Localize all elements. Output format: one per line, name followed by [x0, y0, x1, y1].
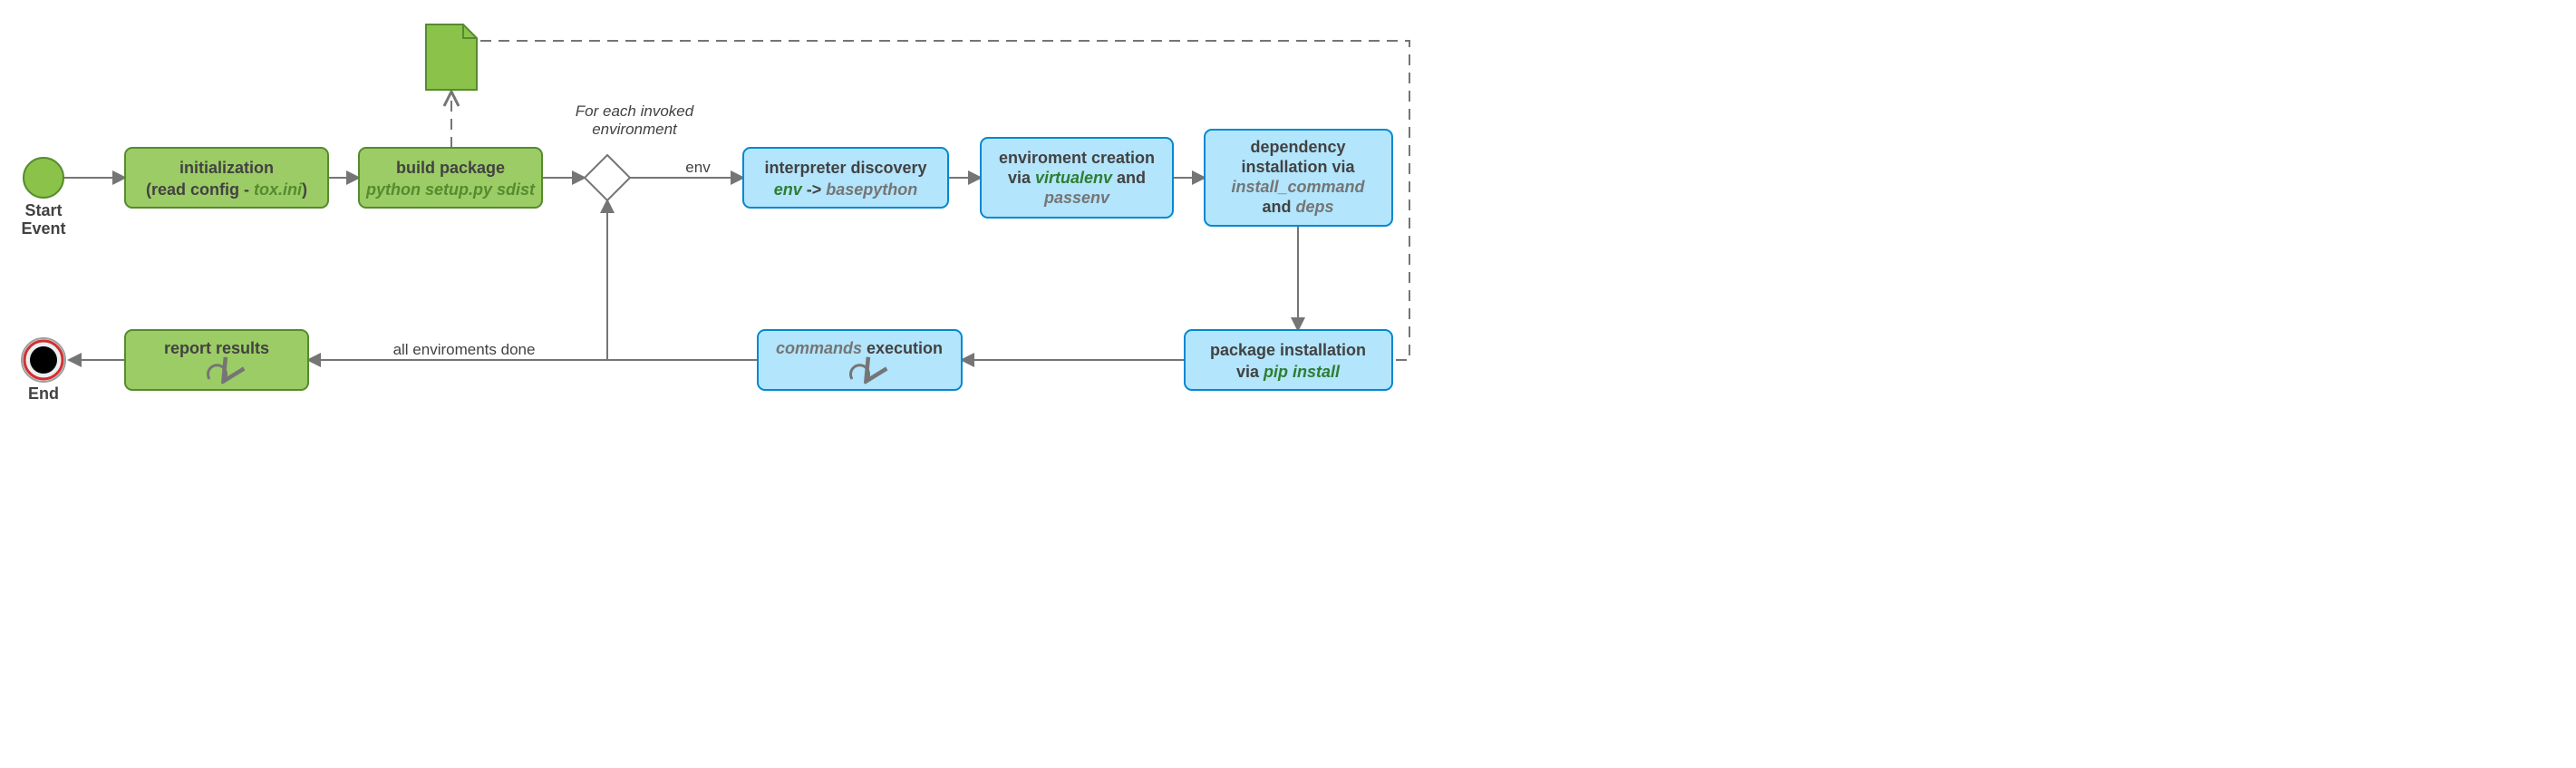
node-interp	[743, 148, 948, 208]
edge-cmds-gate	[607, 200, 758, 360]
start-event	[24, 158, 63, 198]
node-pkg-line1: package installation	[1210, 341, 1366, 359]
flowchart-diagram: Start Event End initialization (read con…	[0, 0, 1421, 423]
node-build	[359, 148, 542, 208]
gateway-label1: For each invoked	[576, 102, 694, 120]
end-event	[22, 338, 65, 382]
node-init-line1: initialization	[179, 159, 274, 177]
edge-label-done: all enviroments done	[393, 341, 536, 358]
node-interp-line1: interpreter discovery	[764, 159, 926, 177]
node-init	[125, 148, 328, 208]
node-build-line2: python setup.py sdist	[365, 180, 536, 199]
gateway-label2: environment	[592, 121, 678, 138]
node-pkg-line2: via pip install	[1236, 363, 1341, 381]
end-label: End	[28, 384, 59, 403]
node-envcr-line2: via virtualenv and	[1008, 169, 1146, 187]
node-envcr-line1: enviroment creation	[999, 149, 1155, 167]
node-build-line1: build package	[396, 159, 505, 177]
document-icon	[426, 24, 477, 90]
node-cmds-line1: commands execution	[776, 339, 943, 357]
gateway	[585, 155, 630, 200]
edge-label-env: env	[685, 159, 711, 176]
start-label2: Event	[21, 219, 65, 238]
node-init-line2: (read config - tox.ini)	[146, 180, 307, 199]
node-interp-line2: env -> basepython	[774, 180, 918, 199]
start-label: Start	[24, 201, 62, 219]
node-envcr-line3: passenv	[1043, 189, 1110, 207]
node-deps-line1: dependency	[1250, 138, 1345, 156]
node-pkg	[1185, 330, 1392, 390]
node-deps-line3: install_command	[1231, 178, 1365, 196]
node-deps-line2: installation via	[1241, 158, 1355, 176]
node-deps-line4: and deps	[1262, 198, 1333, 216]
node-report-line1: report results	[164, 339, 269, 357]
